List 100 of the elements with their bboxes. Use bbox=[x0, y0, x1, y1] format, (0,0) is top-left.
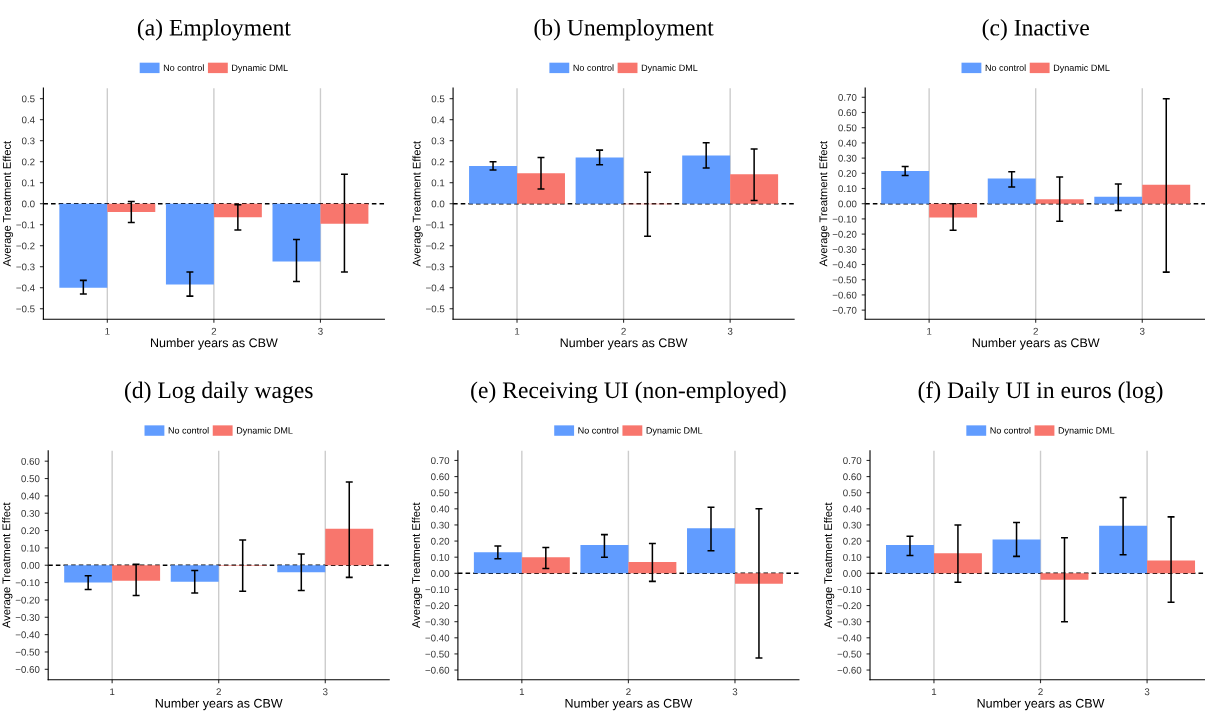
y-tick-label: −0.40 bbox=[832, 261, 857, 269]
y-tick-label: 0.4 bbox=[431, 116, 445, 124]
y-tick-label: −0.40 bbox=[15, 631, 40, 639]
x-axis-title: Number years as CBW bbox=[977, 698, 1105, 711]
y-tick-label: 0.70 bbox=[838, 94, 857, 101]
y-tick-label: −0.20 bbox=[837, 602, 862, 610]
x-tick-label: 3 bbox=[318, 327, 323, 335]
y-tick-label: −0.5 bbox=[16, 305, 35, 313]
chart-title: (a) Employment bbox=[137, 19, 291, 41]
y-tick-label: −0.50 bbox=[832, 276, 857, 284]
y-tick-label: 0.10 bbox=[843, 553, 862, 561]
legend-label: No control bbox=[578, 427, 619, 434]
y-tick-label: 0.0 bbox=[21, 200, 35, 208]
y-tick-label: −0.10 bbox=[15, 579, 40, 587]
y-axis-title: Average Treatment Effect bbox=[2, 140, 14, 267]
x-tick-label: 1 bbox=[105, 327, 110, 335]
y-tick-label: −0.30 bbox=[837, 618, 862, 626]
y-tick-label: −0.3 bbox=[16, 263, 35, 271]
y-tick-label: −0.50 bbox=[425, 650, 450, 658]
x-tick-label: 2 bbox=[621, 327, 626, 335]
legend-label: Dynamic DML bbox=[232, 64, 288, 73]
y-tick-label: −0.20 bbox=[425, 602, 450, 610]
y-tick-label: 0.0 bbox=[431, 200, 445, 208]
y-tick-label: 0.30 bbox=[838, 154, 857, 162]
x-axis-title: Number years as CBW bbox=[560, 338, 688, 350]
y-tick-label: 0.4 bbox=[21, 116, 35, 124]
y-tick-label: 0.5 bbox=[431, 95, 445, 103]
chart-title: (d) Log daily wages bbox=[125, 381, 313, 404]
y-tick-label: 0.3 bbox=[21, 137, 35, 145]
y-tick-label: −0.60 bbox=[837, 666, 862, 674]
legend-label: No control bbox=[168, 427, 209, 434]
y-tick-label: −0.60 bbox=[832, 291, 857, 299]
y-tick-label: −0.40 bbox=[837, 634, 862, 642]
x-tick-label: 1 bbox=[927, 327, 932, 335]
legend-label: Dynamic DML bbox=[646, 427, 703, 436]
y-tick-label: −0.30 bbox=[15, 614, 40, 621]
y-tick-label: −0.20 bbox=[832, 230, 857, 238]
y-tick-label: 0.40 bbox=[21, 492, 40, 500]
legend-label: Dynamic DML bbox=[1058, 427, 1115, 436]
x-tick-label: 1 bbox=[931, 688, 937, 696]
y-tick-label: 0.40 bbox=[431, 505, 450, 513]
y-axis-title: Average Treatment Effect bbox=[411, 502, 423, 629]
x-axis-title: Number years as CBW bbox=[565, 698, 693, 711]
legend-label: No control bbox=[163, 64, 204, 71]
chart-title: (c) Inactive bbox=[982, 19, 1089, 41]
y-tick-label: 0.00 bbox=[843, 570, 862, 577]
y-tick-label: 0.2 bbox=[21, 158, 35, 166]
x-tick-label: 2 bbox=[626, 688, 631, 696]
y-tick-label: 0.1 bbox=[21, 179, 35, 187]
y-tick-label: 0.60 bbox=[843, 473, 862, 481]
x-tick-label: 1 bbox=[110, 688, 115, 696]
x-axis-title: Number years as CBW bbox=[155, 698, 283, 711]
y-tick-label: 0.30 bbox=[843, 521, 862, 529]
y-tick-label: −0.60 bbox=[15, 666, 40, 673]
y-tick-label: 0.20 bbox=[431, 537, 450, 545]
chart-title: (f) Daily UI in euros (log) bbox=[918, 381, 1163, 404]
y-tick-label: 0.10 bbox=[21, 544, 40, 552]
y-tick-label: 0.00 bbox=[838, 200, 857, 208]
x-tick-label: 3 bbox=[1144, 688, 1150, 696]
x-tick-label: 2 bbox=[211, 327, 217, 335]
y-tick-label: −0.1 bbox=[426, 221, 445, 229]
y-tick-label: −0.2 bbox=[16, 242, 35, 250]
legend-label: Dynamic DML bbox=[641, 64, 698, 73]
y-tick-label: −0.1 bbox=[16, 221, 35, 229]
y-tick-label: −0.3 bbox=[426, 263, 445, 271]
chart-title: (b) Unemployment bbox=[534, 19, 714, 41]
y-tick-label: 0.30 bbox=[21, 509, 40, 517]
legend-label: No control bbox=[573, 64, 614, 71]
chart-title: (e) Receiving UI (non-employed) bbox=[471, 381, 786, 404]
y-tick-label: −0.4 bbox=[426, 284, 445, 292]
y-tick-label: −0.10 bbox=[832, 215, 857, 223]
y-tick-label: 0.2 bbox=[431, 158, 445, 166]
y-tick-label: −0.60 bbox=[425, 666, 450, 674]
x-axis-title: Number years as CBW bbox=[151, 338, 278, 350]
y-tick-label: −0.4 bbox=[16, 284, 35, 292]
x-tick-label: 2 bbox=[1038, 688, 1043, 696]
y-tick-label: 0.60 bbox=[838, 109, 857, 117]
legend-label: No control bbox=[990, 427, 1031, 434]
x-tick-label: 1 bbox=[515, 327, 520, 335]
y-tick-label: 0.20 bbox=[838, 170, 857, 177]
y-tick-label: 0.50 bbox=[843, 489, 862, 497]
y-tick-label: −0.30 bbox=[832, 246, 857, 253]
y-tick-label: −0.10 bbox=[837, 586, 862, 594]
x-tick-label: 3 bbox=[1139, 327, 1145, 335]
y-tick-label: −0.20 bbox=[15, 596, 40, 604]
y-tick-label: 0.70 bbox=[843, 457, 862, 465]
legend-label: Dynamic DML bbox=[236, 427, 293, 436]
y-tick-label: 0.10 bbox=[431, 553, 450, 561]
y-tick-label: 0.00 bbox=[21, 561, 40, 569]
legend-label: No control bbox=[985, 64, 1026, 71]
y-tick-label: 0.00 bbox=[431, 570, 450, 577]
y-tick-label: 0.50 bbox=[21, 475, 40, 483]
y-axis-title: Average Treatment Effect bbox=[412, 140, 423, 267]
y-tick-label: 0.5 bbox=[21, 95, 35, 103]
y-tick-label: 0.1 bbox=[431, 179, 445, 187]
y-tick-label: 0.20 bbox=[21, 527, 40, 535]
y-axis-title: Average Treatment Effect bbox=[823, 502, 835, 629]
y-tick-label: 0.50 bbox=[838, 124, 857, 132]
x-tick-label: 3 bbox=[322, 688, 328, 696]
y-tick-label: −0.5 bbox=[426, 305, 445, 313]
